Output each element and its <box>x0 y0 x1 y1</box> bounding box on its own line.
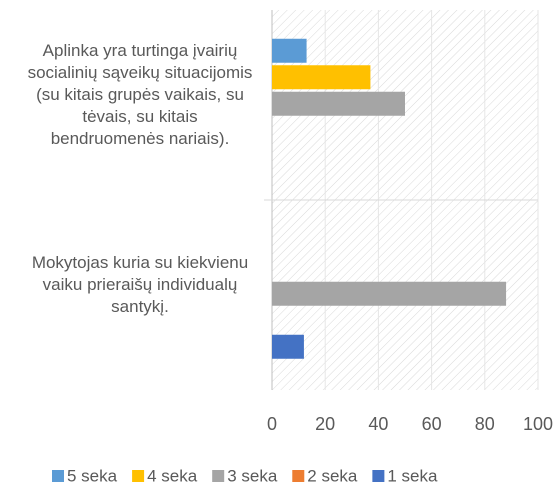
x-tick-label: 0 <box>267 414 277 434</box>
y-tick-label: Mokytojas kuria su kiekvienu vaiku prier… <box>31 253 249 316</box>
bar <box>272 38 307 63</box>
legend-swatch <box>132 470 145 482</box>
legend-swatch <box>292 470 305 482</box>
bar <box>272 334 304 359</box>
bar <box>272 65 371 90</box>
legend-label: 5 seka <box>67 466 118 485</box>
legend-swatch <box>372 470 385 482</box>
x-tick-label: 20 <box>315 414 335 434</box>
legend-label: 1 seka <box>387 466 438 485</box>
legend-label: 4 seka <box>147 466 198 485</box>
legend-label: 3 seka <box>227 466 278 485</box>
y-tick-label: Aplinka yra turtinga įvairių socialinių … <box>27 41 253 148</box>
bar <box>272 281 507 306</box>
x-tick-label: 60 <box>422 414 442 434</box>
x-tick-label: 40 <box>368 414 388 434</box>
legend-label: 2 seka <box>307 466 358 485</box>
x-tick-label: 100 <box>523 414 553 434</box>
bar <box>272 91 405 116</box>
legend-swatch <box>212 470 225 482</box>
x-tick-label: 80 <box>475 414 495 434</box>
legend-swatch <box>52 470 64 482</box>
